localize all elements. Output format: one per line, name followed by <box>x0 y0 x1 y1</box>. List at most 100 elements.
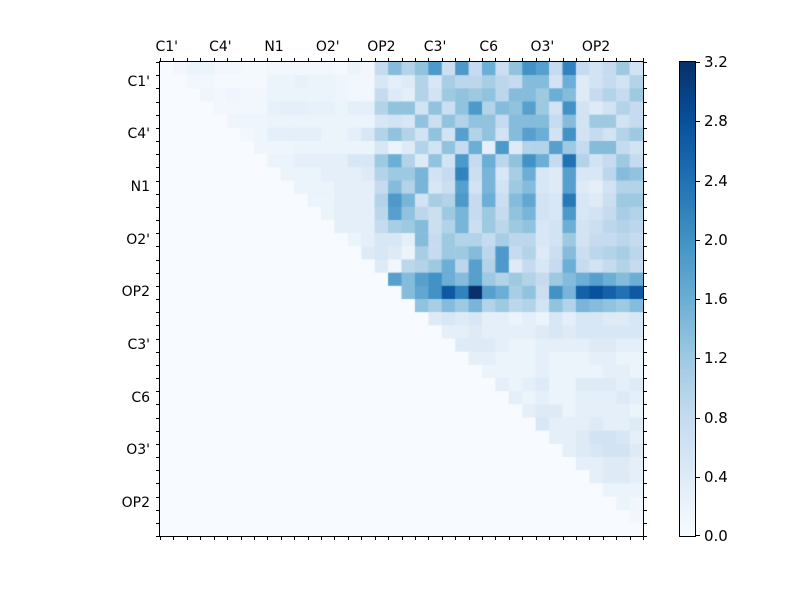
right-axis-tick <box>643 193 647 195</box>
right-axis-tick <box>643 127 647 129</box>
right-axis-tick <box>643 206 647 208</box>
left-axis-tick <box>156 364 160 366</box>
left-axis-tick <box>156 483 160 485</box>
bottom-axis-tick <box>280 536 282 540</box>
top-axis-tick <box>213 58 215 62</box>
left-axis-tick <box>156 509 160 511</box>
top-axis-tick <box>616 58 618 62</box>
y-axis-tick-label: C6 <box>131 389 150 406</box>
top-axis-tick <box>280 58 282 62</box>
x-axis-tick-label: OP2 <box>581 39 611 55</box>
right-axis-tick <box>643 417 647 419</box>
bottom-axis-tick <box>616 536 618 540</box>
colorbar-tick <box>696 180 700 182</box>
bottom-axis-tick <box>629 536 631 540</box>
top-axis-tick <box>441 58 443 62</box>
left-axis-tick <box>156 536 160 537</box>
top-axis-tick <box>562 58 564 62</box>
x-axis-tick-label: C1' <box>155 39 178 55</box>
right-axis-tick <box>643 220 647 221</box>
colorbar-tick <box>696 417 700 419</box>
top-axis-tick <box>482 58 483 62</box>
left-axis-tick <box>156 457 160 458</box>
left-axis-tick <box>156 522 160 524</box>
left-axis-tick <box>156 496 160 498</box>
left-axis-tick <box>156 220 160 221</box>
bottom-axis-tick <box>240 536 242 540</box>
x-axis-tick-label: O2' <box>315 39 340 55</box>
bottom-axis-tick <box>414 536 416 540</box>
left-axis-tick <box>156 114 160 116</box>
colorbar-tick-label: 2.8 <box>704 112 728 131</box>
top-axis-tick <box>575 58 577 62</box>
x-axis-tick-label: C3' <box>423 39 447 55</box>
right-axis-tick <box>643 364 647 366</box>
top-axis-tick <box>334 58 336 62</box>
x-axis-tick-label: C4' <box>209 39 232 55</box>
bottom-axis-tick <box>334 536 336 540</box>
top-axis-tick <box>388 58 390 62</box>
top-axis-tick <box>361 58 363 62</box>
left-axis-tick <box>156 470 160 472</box>
bottom-axis-tick <box>401 536 403 540</box>
y-axis-tick-label: O3' <box>126 442 150 459</box>
y-axis-tick-label: OP2 <box>121 495 150 512</box>
top-axis-tick <box>307 58 309 62</box>
colorbar-tick <box>696 299 700 300</box>
right-axis-tick <box>643 536 647 537</box>
top-axis-tick <box>602 58 604 62</box>
left-axis-tick <box>156 180 160 182</box>
left-axis-tick <box>156 259 160 261</box>
colorbar-tick-label: 1.6 <box>704 290 728 308</box>
bottom-axis-tick <box>441 536 443 540</box>
left-axis-tick <box>156 272 160 274</box>
top-axis-tick <box>173 58 175 62</box>
bottom-axis-tick <box>508 536 510 540</box>
colorbar-tick-label: 0.4 <box>704 467 728 486</box>
bottom-axis-tick <box>589 536 591 540</box>
right-axis-tick <box>643 496 647 498</box>
left-axis-tick <box>156 325 160 327</box>
right-axis-tick <box>643 180 647 182</box>
left-axis-tick <box>156 378 160 379</box>
top-axis-tick <box>589 58 591 62</box>
top-axis-tick <box>535 58 537 62</box>
top-axis-tick <box>629 58 631 62</box>
left-axis-tick <box>156 430 160 432</box>
bottom-axis-tick <box>468 536 470 540</box>
top-axis-tick <box>253 58 255 62</box>
colorbar-tick-label: 2.0 <box>704 230 728 249</box>
colorbar-tick-label: 1.2 <box>704 349 728 368</box>
left-axis-tick <box>156 193 160 195</box>
heatmap-grid <box>160 62 643 536</box>
right-axis-tick <box>643 325 647 327</box>
right-axis-tick <box>643 114 647 116</box>
left-axis-tick <box>156 391 160 393</box>
bottom-axis-tick <box>253 536 255 540</box>
x-axis-tick-label: O3' <box>530 39 555 55</box>
right-axis-tick <box>643 101 647 103</box>
bottom-axis-tick <box>267 536 269 540</box>
colorbar-tick <box>696 535 700 536</box>
top-axis-tick <box>160 58 161 62</box>
bottom-axis-tick <box>575 536 577 540</box>
y-axis-tick-label: C4' <box>127 126 150 143</box>
top-axis-tick <box>347 58 349 62</box>
y-axis-tick-label: C3' <box>127 337 150 354</box>
left-axis-tick <box>156 88 160 90</box>
bottom-axis-tick <box>307 536 309 540</box>
colorbar-tick <box>696 358 700 360</box>
left-axis-tick <box>156 285 160 287</box>
right-axis-tick <box>643 272 647 274</box>
top-axis-tick <box>374 58 376 62</box>
left-axis-tick <box>156 167 160 169</box>
colorbar-tick <box>696 62 700 63</box>
left-axis-tick <box>156 338 160 340</box>
top-axis-tick <box>468 58 470 62</box>
colorbar-tick <box>696 476 700 478</box>
top-axis-tick <box>428 58 430 62</box>
left-axis-tick <box>156 443 160 445</box>
y-axis-tick-label: N1 <box>130 179 150 196</box>
colorbar-frame <box>679 61 696 537</box>
